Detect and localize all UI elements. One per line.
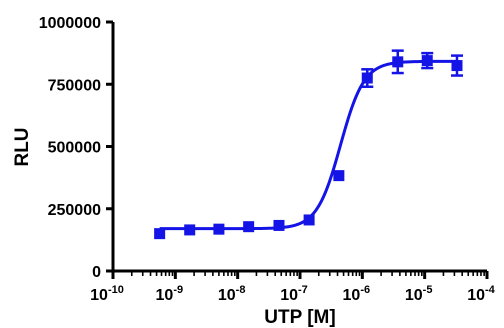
data-point	[303, 214, 315, 226]
data-point	[184, 224, 196, 236]
data-point	[392, 56, 404, 68]
x-tick-label: 10-8	[218, 284, 246, 304]
y-tick-label: 500000	[48, 140, 101, 157]
data-point	[273, 219, 285, 231]
y-tick-label: 0	[92, 264, 101, 281]
y-axis-title: RLU	[12, 127, 33, 166]
fit-curve-group	[159, 59, 457, 231]
x-tick-label: 10-6	[343, 284, 371, 304]
data-point	[333, 170, 345, 182]
data-point	[213, 223, 225, 235]
x-tick-label: 10-7	[280, 284, 308, 304]
data-point	[243, 221, 255, 233]
y-tick-label: 750000	[48, 77, 101, 94]
data-point	[154, 228, 166, 240]
data-point	[421, 55, 433, 67]
x-tick-label: 10-4	[467, 284, 495, 304]
x-tick-label: 10-9	[156, 284, 184, 304]
y-ticks: 0 250000 500000 750000 1000000	[39, 15, 113, 281]
x-axis-title: UTP [M]	[264, 307, 335, 328]
x-axis: 10-10 10-9 10-8 10-7 10-6 10-5 10-4	[90, 269, 496, 304]
x-tick-label: 10-5	[405, 284, 433, 304]
y-tick-label: 250000	[48, 202, 101, 219]
y-tick-label: 1000000	[39, 15, 101, 32]
data-points	[154, 55, 463, 240]
x-tick-label: 10-10	[90, 284, 124, 304]
fit-curve	[159, 59, 457, 231]
x-ticks: 10-10 10-9 10-8 10-7 10-6 10-5 10-4	[90, 271, 496, 304]
data-point	[361, 72, 373, 84]
data-point	[451, 60, 463, 72]
y-axis: 0 250000 500000 750000 1000000	[39, 15, 115, 281]
